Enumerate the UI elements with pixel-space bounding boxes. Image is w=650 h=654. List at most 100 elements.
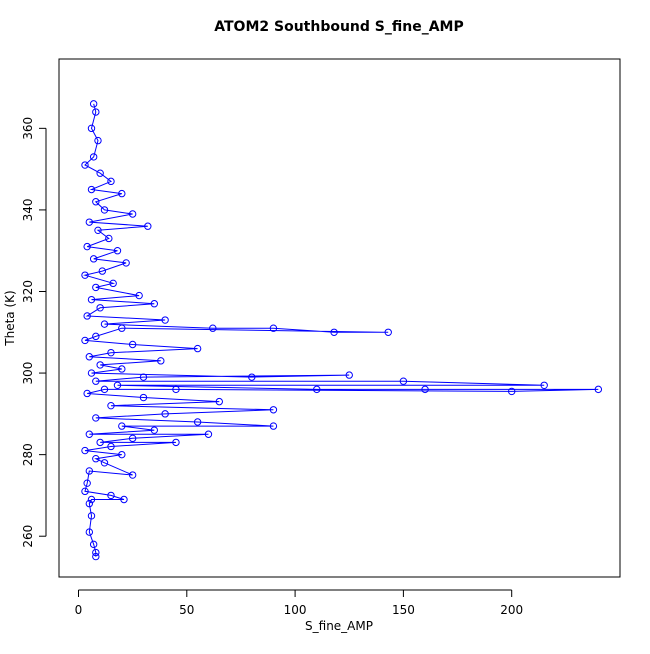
point	[105, 234, 113, 243]
point	[118, 324, 126, 332]
point	[92, 455, 100, 463]
x-tick-label: 150	[392, 603, 415, 617]
point	[269, 406, 278, 414]
y-tick-label: 360	[21, 117, 35, 140]
point	[150, 300, 159, 308]
point	[94, 226, 102, 235]
x-tick-label: 100	[284, 603, 307, 617]
point	[81, 161, 89, 169]
point	[100, 206, 109, 214]
point	[87, 369, 96, 377]
point	[118, 365, 126, 373]
point	[87, 495, 96, 504]
point	[248, 373, 256, 381]
x-tick-label: 200	[500, 603, 523, 617]
point	[107, 442, 115, 451]
point	[109, 279, 117, 288]
x-tick-label: 0	[75, 603, 83, 617]
y-tick-label: 280	[21, 443, 35, 466]
point	[100, 385, 109, 394]
point	[87, 295, 96, 304]
y-tick-label: 320	[21, 280, 35, 303]
point	[172, 385, 180, 394]
point	[83, 389, 91, 398]
point	[83, 479, 91, 487]
point	[89, 540, 98, 549]
point	[107, 491, 115, 500]
point	[384, 328, 392, 336]
point	[150, 426, 159, 434]
point	[81, 487, 89, 496]
point	[96, 169, 104, 177]
point	[118, 189, 126, 198]
point	[193, 418, 202, 426]
y-tick-label: 300	[21, 362, 35, 385]
point	[81, 336, 89, 345]
point	[128, 340, 137, 349]
point	[215, 397, 223, 406]
point	[87, 512, 96, 520]
point	[85, 353, 94, 361]
x-tick-label: 50	[179, 603, 194, 617]
point	[113, 381, 122, 389]
point	[269, 324, 278, 332]
chart-title: ATOM2 Southbound S_fine_AMP	[214, 19, 464, 35]
point	[345, 371, 353, 379]
point	[98, 267, 107, 275]
point	[87, 185, 96, 194]
point	[122, 259, 130, 267]
point	[92, 283, 100, 292]
point	[85, 528, 94, 536]
point	[128, 471, 137, 479]
point	[92, 332, 100, 341]
point	[96, 438, 104, 447]
point	[139, 393, 148, 402]
point	[120, 495, 128, 504]
point	[100, 320, 109, 328]
point	[92, 548, 100, 557]
point	[92, 377, 100, 385]
point	[209, 324, 217, 332]
point	[81, 446, 89, 455]
point	[313, 385, 321, 394]
point	[161, 410, 169, 418]
point	[113, 247, 122, 255]
point	[89, 153, 98, 161]
plot-box	[58, 58, 621, 578]
point	[330, 328, 338, 336]
point	[193, 344, 202, 353]
y-axis-label: Theta (K)	[3, 290, 17, 346]
series-line	[83, 103, 599, 557]
point	[89, 255, 98, 263]
point	[144, 222, 152, 230]
point	[85, 467, 94, 475]
point	[83, 312, 91, 320]
point	[161, 316, 169, 324]
point	[135, 291, 143, 300]
point	[172, 438, 180, 447]
x-axis-label: S_fine_AMP	[305, 619, 373, 633]
point	[507, 387, 516, 396]
point	[594, 385, 603, 394]
point	[118, 422, 126, 430]
point	[94, 136, 102, 145]
point	[128, 434, 137, 443]
point	[85, 218, 94, 226]
point	[85, 430, 94, 438]
point	[139, 373, 148, 381]
point	[85, 499, 94, 508]
point	[92, 414, 100, 422]
point	[269, 422, 278, 430]
point	[96, 304, 104, 312]
point	[89, 100, 98, 108]
point	[204, 430, 213, 438]
point	[107, 348, 115, 357]
point	[399, 377, 408, 385]
point	[96, 361, 104, 369]
point	[92, 552, 100, 561]
point	[100, 459, 109, 467]
point	[107, 177, 115, 186]
point	[87, 124, 96, 133]
